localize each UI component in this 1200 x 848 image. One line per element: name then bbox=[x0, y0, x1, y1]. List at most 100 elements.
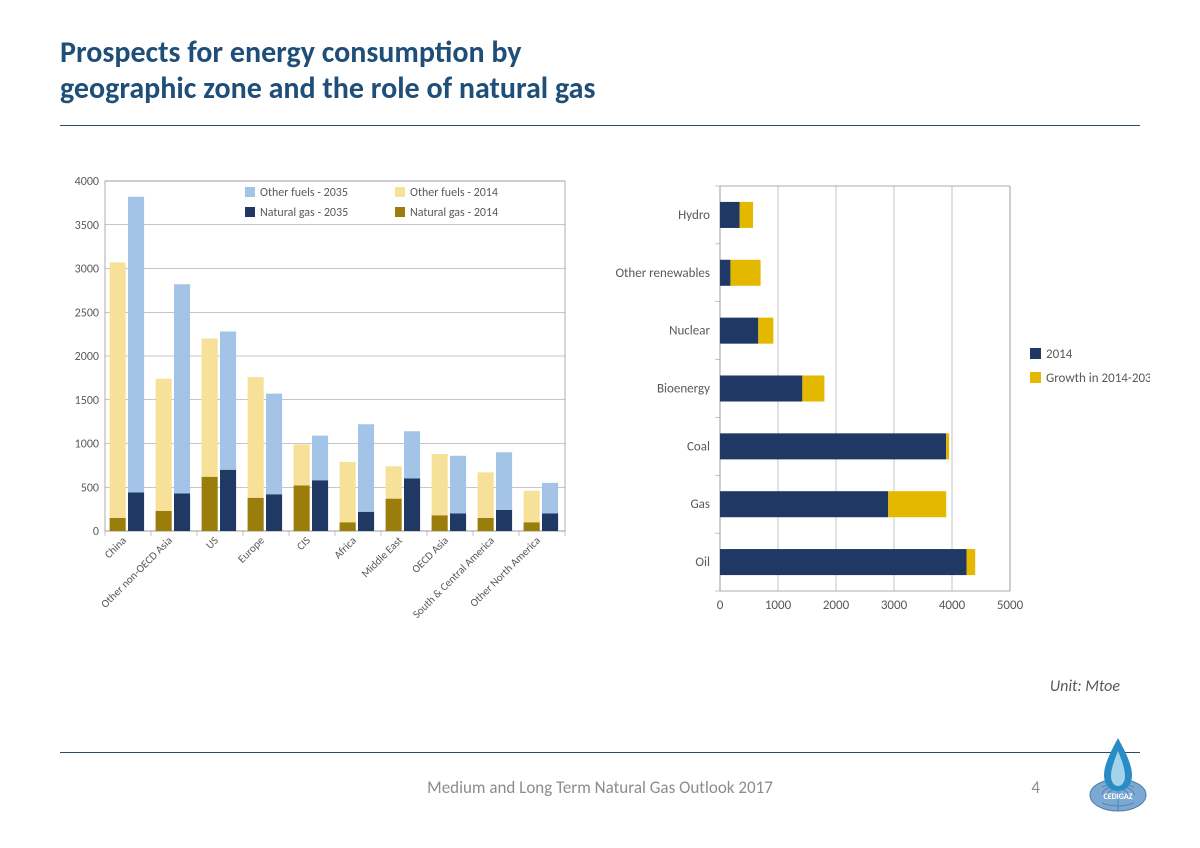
x-category-label: Middle East bbox=[359, 534, 405, 580]
hbar-2014 bbox=[720, 433, 946, 459]
hbar-growth bbox=[946, 433, 949, 459]
legend-label: Other fuels - 2035 bbox=[260, 186, 348, 200]
y-tick-label: 4000 bbox=[75, 176, 99, 189]
bar-other-2014 bbox=[478, 472, 494, 518]
bar-natgas-2035 bbox=[358, 512, 374, 531]
legend-label: Other fuels - 2014 bbox=[410, 186, 498, 200]
bar-other-2014 bbox=[248, 377, 264, 498]
legend-swatch bbox=[245, 207, 255, 217]
bar-natgas-2014 bbox=[478, 518, 494, 531]
bar-natgas-2035 bbox=[220, 470, 236, 531]
y-tick-label: 2500 bbox=[75, 306, 99, 320]
chart-by-fuel: 010002000300040005000HydroOther renewabl… bbox=[590, 176, 1150, 631]
bar-natgas-2035 bbox=[450, 514, 466, 532]
legend-swatch bbox=[395, 207, 405, 217]
y-tick-label: 1500 bbox=[75, 394, 99, 408]
bar-other-2035 bbox=[496, 452, 512, 510]
x-category-label: South & Central America bbox=[410, 534, 497, 621]
bar-natgas-2014 bbox=[248, 498, 264, 531]
bar-other-2014 bbox=[294, 444, 310, 485]
bar-natgas-2035 bbox=[174, 493, 190, 531]
slide-title: Prospects for energy consumption by geog… bbox=[0, 0, 1200, 117]
y-tick-label: 3000 bbox=[75, 263, 99, 277]
hbar-growth bbox=[758, 318, 773, 344]
bar-natgas-2014 bbox=[110, 518, 126, 531]
bar-natgas-2035 bbox=[128, 493, 144, 532]
bar-other-2014 bbox=[156, 379, 172, 511]
bar-other-2035 bbox=[174, 284, 190, 493]
bar-other-2035 bbox=[404, 431, 420, 478]
chart-by-zone: 05001000150020002500300035004000ChinaOth… bbox=[50, 176, 570, 671]
bar-other-2035 bbox=[128, 197, 144, 493]
bar-other-2014 bbox=[432, 454, 448, 515]
bar-other-2035 bbox=[266, 394, 282, 495]
hbar-2014 bbox=[720, 202, 740, 228]
y-category-label: Nuclear bbox=[669, 324, 710, 339]
legend-swatch bbox=[245, 187, 255, 197]
x-tick-label: 3000 bbox=[881, 598, 908, 613]
legend-label: Growth in 2014-2035 bbox=[1046, 371, 1150, 386]
hbar-growth bbox=[740, 202, 753, 228]
bar-natgas-2035 bbox=[542, 514, 558, 532]
y-tick-label: 0 bbox=[93, 525, 99, 539]
bar-other-2014 bbox=[202, 339, 218, 477]
y-tick-label: 3500 bbox=[75, 219, 99, 233]
x-category-label: CIS bbox=[294, 534, 313, 553]
bar-other-2035 bbox=[450, 456, 466, 514]
x-category-label: OECD Asia bbox=[409, 534, 451, 576]
charts-row: 05001000150020002500300035004000ChinaOth… bbox=[0, 126, 1200, 671]
bar-other-2035 bbox=[358, 424, 374, 512]
hbar-growth bbox=[888, 491, 946, 517]
hbar-growth bbox=[730, 260, 760, 286]
y-category-label: Gas bbox=[690, 497, 710, 512]
bar-natgas-2014 bbox=[340, 522, 356, 531]
x-category-label: Africa bbox=[331, 534, 359, 562]
y-category-label: Bioenergy bbox=[657, 382, 710, 397]
y-category-label: Oil bbox=[695, 555, 710, 570]
legend-label: 2014 bbox=[1046, 347, 1073, 362]
x-category-label: Europe bbox=[235, 534, 267, 566]
bar-natgas-2014 bbox=[386, 499, 402, 531]
bar-other-2035 bbox=[542, 483, 558, 514]
x-tick-label: 0 bbox=[717, 598, 724, 613]
title-line-2: geographic zone and the role of natural … bbox=[60, 70, 595, 107]
bar-natgas-2014 bbox=[524, 522, 540, 531]
legend-swatch bbox=[1030, 372, 1041, 383]
hbar-2014 bbox=[720, 318, 758, 344]
bar-other-2014 bbox=[524, 491, 540, 523]
y-category-label: Coal bbox=[687, 439, 710, 454]
legend-swatch bbox=[1030, 348, 1041, 359]
bar-natgas-2014 bbox=[294, 486, 310, 532]
title-line-1: Prospects for energy consumption by bbox=[60, 34, 522, 71]
cedigaz-logo: CEDIGAZ bbox=[1080, 733, 1155, 823]
legend-label: Natural gas - 2014 bbox=[410, 206, 498, 220]
x-tick-label: 2000 bbox=[823, 598, 850, 613]
x-tick-label: 1000 bbox=[765, 598, 792, 613]
x-tick-label: 5000 bbox=[997, 598, 1024, 613]
bar-other-2014 bbox=[110, 262, 126, 518]
bar-natgas-2035 bbox=[312, 480, 328, 531]
page-number: 4 bbox=[1031, 777, 1040, 798]
hbar-2014 bbox=[720, 375, 802, 401]
logo-text: CEDIGAZ bbox=[1103, 792, 1132, 802]
hbar-2014 bbox=[720, 260, 730, 286]
bar-natgas-2014 bbox=[156, 511, 172, 531]
hbar-growth bbox=[802, 375, 824, 401]
footer-text: Medium and Long Term Natural Gas Outlook… bbox=[0, 777, 1200, 798]
bar-natgas-2035 bbox=[404, 479, 420, 532]
y-tick-label: 2000 bbox=[75, 350, 99, 364]
hbar-2014 bbox=[720, 491, 888, 517]
x-category-label: China bbox=[102, 534, 129, 561]
bar-other-2014 bbox=[386, 466, 402, 498]
bar-other-2014 bbox=[340, 462, 356, 522]
bar-natgas-2014 bbox=[202, 477, 218, 531]
bar-natgas-2014 bbox=[432, 515, 448, 531]
bar-natgas-2035 bbox=[496, 510, 512, 531]
y-category-label: Other renewables bbox=[615, 266, 710, 281]
bar-natgas-2035 bbox=[266, 494, 282, 531]
x-category-label: US bbox=[203, 534, 221, 552]
legend-label: Natural gas - 2035 bbox=[260, 206, 348, 220]
unit-label: Unit: Mtoe bbox=[1050, 677, 1120, 696]
y-category-label: Hydro bbox=[678, 208, 710, 223]
footer-rule bbox=[60, 752, 1140, 753]
